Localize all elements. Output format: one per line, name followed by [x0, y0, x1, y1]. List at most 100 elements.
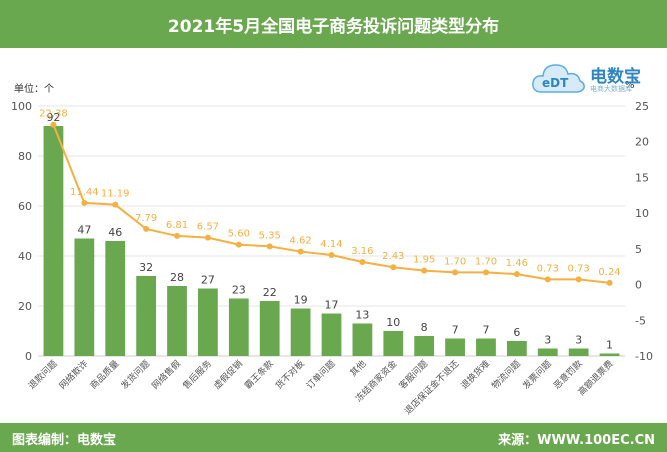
percent-value-label: 0.24	[598, 267, 620, 278]
bar-value-label: 3	[575, 334, 582, 347]
bar	[383, 331, 404, 356]
percent-value-label: 11.44	[70, 187, 99, 198]
percent-value-label: 0.73	[568, 263, 590, 274]
right-axis-tick-label: 25	[635, 100, 649, 113]
left-axis-tick-label: 100	[11, 100, 32, 113]
right-axis-tick-label: 20	[635, 136, 649, 149]
brand-logo: eDT 电数宝 电商大数据库	[530, 58, 660, 98]
category-label: 其他	[347, 358, 368, 379]
bar	[198, 288, 218, 356]
bar-value-label: 47	[77, 224, 91, 237]
percent-point	[359, 259, 366, 265]
left-axis-tick-label: 0	[25, 350, 32, 363]
left-axis-tick-label: 20	[18, 300, 32, 313]
percent-point	[575, 276, 582, 283]
bar	[568, 348, 589, 356]
bar	[43, 126, 64, 356]
bar-value-label: 19	[294, 294, 308, 307]
logo-badge: eDT	[542, 76, 569, 90]
bar-value-label: 10	[386, 316, 400, 329]
bar-value-label: 28	[170, 271, 184, 284]
category-label: 货不对板	[273, 358, 307, 392]
chart-title: 2021年5月全国电子商务投诉问题类型分布	[167, 16, 500, 37]
percent-point	[81, 199, 88, 206]
title-bar: 2021年5月全国电子商务投诉问题类型分布	[0, 0, 667, 48]
category-label: 网络售假	[149, 358, 183, 392]
percent-value-label: 22.38	[39, 109, 68, 120]
right-axis-unit: %	[625, 80, 635, 91]
right-axis-tick-label: 0	[635, 279, 642, 292]
bar-value-label: 8	[421, 321, 428, 334]
percent-value-label: 4.62	[289, 236, 311, 247]
percent-value-label: 6.81	[166, 220, 188, 231]
bar	[259, 301, 280, 356]
percent-point	[50, 121, 57, 128]
logo-name: 电数宝	[590, 67, 641, 87]
bar	[167, 286, 187, 356]
percent-value-label: 1.95	[413, 255, 435, 266]
percent-value-label: 3.16	[351, 246, 373, 257]
logo-tagline: 电商大数据库	[590, 85, 632, 93]
right-axis-tick-label: 5	[635, 243, 642, 256]
category-label: 售后服务	[180, 358, 214, 392]
percent-point	[421, 267, 428, 274]
percent-point	[606, 279, 613, 286]
left-axis-tick-label: 80	[18, 150, 32, 163]
bar	[476, 338, 496, 356]
left-axis-tick-label: 60	[18, 200, 32, 213]
category-label: 发货问题	[118, 358, 152, 392]
category-label: 客服问题	[396, 358, 430, 392]
percent-point	[482, 269, 489, 276]
percent-point	[266, 243, 273, 250]
bar-value-label: 6	[513, 326, 520, 339]
category-label: 商品质量	[87, 358, 121, 392]
footer-source: 来源：WWW.100EC.CN	[498, 433, 655, 448]
bar-value-label: 23	[232, 284, 246, 297]
right-axis-tick-label: -5	[635, 314, 646, 327]
bar-value-label: 46	[108, 226, 122, 239]
category-label: 物流问题	[489, 358, 523, 392]
bar	[599, 353, 620, 356]
category-label: 退店保证金不退还	[402, 358, 461, 417]
bar	[74, 238, 95, 356]
bar	[228, 298, 249, 356]
bar	[136, 276, 157, 356]
right-axis-tick-label: 15	[635, 171, 649, 184]
percent-point	[235, 241, 242, 248]
left-axis-unit: 单位：个	[14, 84, 54, 95]
category-label: 霸王条款	[242, 358, 276, 392]
bar-value-label: 92	[46, 111, 60, 124]
percent-point	[390, 264, 397, 271]
percent-point	[452, 269, 459, 276]
bar-value-label: 32	[139, 261, 153, 274]
bar	[290, 308, 311, 356]
percent-value-label: 1.70	[444, 256, 466, 267]
bar-value-label: 27	[201, 274, 215, 287]
bar-value-label: 1	[606, 339, 613, 352]
bar-value-label: 7	[482, 324, 489, 337]
percent-point	[544, 276, 551, 283]
category-label: 退换货难	[458, 358, 492, 392]
percent-value-label: 4.14	[320, 239, 342, 250]
bar-value-label: 17	[325, 299, 339, 312]
percent-value-label: 5.60	[228, 229, 250, 240]
percent-value-label: 7.79	[135, 213, 157, 224]
percent-point	[174, 232, 181, 239]
percent-value-label: 11.19	[101, 189, 130, 200]
left-axis-tick-label: 40	[18, 250, 32, 263]
bar-value-label: 7	[452, 324, 459, 337]
bar	[105, 241, 126, 356]
footer-credit: 图表编制：电数宝	[12, 433, 117, 448]
percent-point	[112, 201, 119, 208]
percent-point	[513, 271, 520, 278]
category-label: 恶意罚款	[551, 358, 585, 392]
category-label: 订单问题	[304, 358, 338, 392]
percent-value-label: 5.35	[259, 230, 281, 241]
bar-value-label: 22	[263, 286, 277, 299]
category-label: 虚假促销	[211, 358, 245, 392]
percent-point	[143, 225, 150, 232]
percent-value-label: 1.70	[475, 256, 497, 267]
percent-point	[328, 252, 335, 258]
bar	[321, 313, 342, 356]
